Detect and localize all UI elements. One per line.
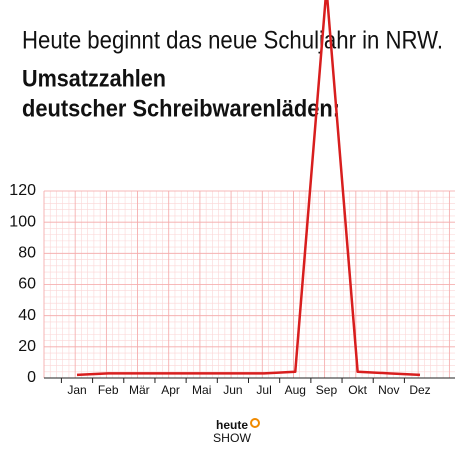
y-tick-label: 80 xyxy=(18,245,36,262)
chart-title: Heute beginnt das neue Schuljahr in NRW. xyxy=(22,27,443,55)
y-tick-label: 20 xyxy=(18,338,36,355)
x-tick-label: Jan xyxy=(67,383,86,397)
x-tick-label: Jun xyxy=(223,383,242,397)
x-tick-label: Okt xyxy=(348,383,367,397)
logo-icon xyxy=(250,418,260,428)
x-tick-label: Apr xyxy=(161,383,180,397)
x-tick-label: Aug xyxy=(285,383,306,397)
x-tick-label: Sep xyxy=(316,383,338,397)
x-tick-label: Jul xyxy=(256,383,271,397)
x-tick-label: Mai xyxy=(192,383,211,397)
y-tick-label: 0 xyxy=(27,369,36,386)
chart-subtitle: Umsatzzahlen xyxy=(22,65,166,92)
y-tick-label: 60 xyxy=(18,276,36,293)
logo-text: heute xyxy=(216,418,248,432)
logo-text: SHOW xyxy=(213,431,252,445)
line xyxy=(76,0,421,377)
y-tick-label: 120 xyxy=(9,182,36,199)
x-tick-label: Dez xyxy=(409,383,430,397)
chart-subtitle: deutscher Schreibwarenläden: xyxy=(22,95,340,122)
x-tick-label: Nov xyxy=(378,383,399,397)
x-tick-label: Mär xyxy=(129,383,150,397)
x-tick-label: Feb xyxy=(98,383,119,397)
y-tick-label: 40 xyxy=(18,307,36,324)
y-tick-label: 100 xyxy=(9,213,36,230)
